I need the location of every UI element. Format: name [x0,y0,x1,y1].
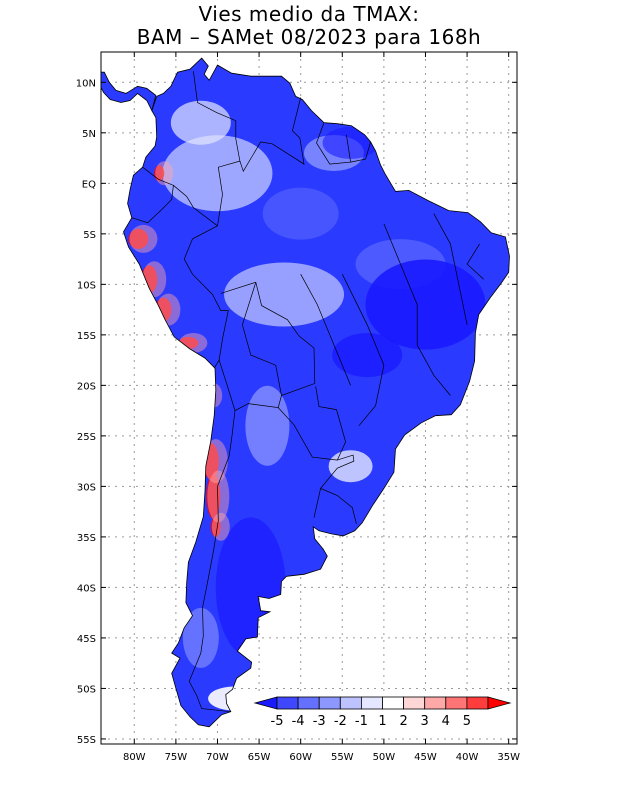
border-line [313,487,357,524]
lat-label: 10S [77,280,96,291]
lat-label: 10N [76,78,96,89]
lat-label: 30S [77,482,96,493]
colorbar-legend: -5 -4 -3 -2 -1 1 2 3 4 5 [253,695,512,735]
lat-label: 35S [77,533,96,544]
lat-label: 50S [77,684,96,695]
border-line [300,274,351,386]
warm-bias-patch [155,161,174,186]
colorbar-swatch [445,696,468,710]
colorbar-label: 2 [399,714,407,729]
border-line [277,386,346,461]
bias-patch [332,333,403,378]
country-borders [131,71,484,713]
border-line [466,243,484,280]
border-line [320,454,355,489]
border-line [131,166,174,224]
colorbar-label: 4 [442,714,450,729]
map-title-line2: BAM – SAMet 08/2023 para 168h [136,25,482,49]
border-line [350,141,371,163]
bias-patch [170,100,231,145]
warm-bias-patch [211,512,230,541]
lon-label: 35W [497,752,520,763]
lat-label: 55S [77,735,96,746]
colorbar-label: -3 [313,714,326,729]
colorbar-label: -1 [355,714,368,729]
colorbar-swatch [339,696,362,710]
colorbar-swatch [318,696,341,710]
lon-label: 65W [248,752,271,763]
latitude-labels: 10N 5N EQ 5S 10S 15S 20S 25S 30S 35S 40S 45S 50S 55S [76,78,96,746]
border-line [316,122,352,165]
bias-patch [162,135,273,212]
map-title-line1: Vies medio da TMAX: [198,2,420,26]
longitude-labels: 80W 75W 70W 65W 60W 55W 50W 45W 40W 35W [123,752,520,763]
lat-label: 20S [77,381,96,392]
colorbar-label: 5 [463,714,471,729]
lat-label: 15S [77,331,96,342]
border-line [193,71,241,226]
lon-label: 40W [456,752,479,763]
border-line [173,185,229,369]
colorbar-swatch [276,696,299,710]
border-line [188,410,236,713]
colorbar-label: 1 [378,714,386,729]
colorbar-label: -2 [334,714,347,729]
border-line [239,97,305,173]
bias-patch [224,262,345,327]
colorbar-swatch [360,696,383,710]
lon-label: 75W [165,752,188,763]
warm-bias-patch [154,165,165,182]
lat-label: 5S [83,230,96,241]
colorbar-label: -4 [292,714,305,729]
colorbar-label: -5 [271,714,284,729]
south-america-landmass [101,58,510,727]
bias-patch [262,187,339,240]
warm-bias-patch [207,470,230,523]
coastline [101,57,510,728]
bias-patch [365,259,486,350]
colorbar-label: 3 [421,714,429,729]
lat-label: EQ [82,179,96,190]
lat-label: 45S [77,634,96,645]
warm-bias-patch [206,474,221,519]
colorbar-swatch [424,696,447,710]
lat-label: 25S [77,432,96,443]
lon-label: 70W [206,752,229,763]
warm-bias-patch [203,439,228,484]
border-line [341,274,385,427]
colorbar-max-arrow [487,696,512,710]
lon-label: 80W [123,752,146,763]
axis-ticks [101,52,517,744]
lon-label: 60W [289,752,312,763]
colorbar-swatch [466,696,489,710]
colorbar-swatch [403,696,426,710]
lat-label: 40S [77,583,96,594]
bias-patch [182,607,219,668]
lon-label: 50W [373,752,396,763]
border-line [433,213,468,325]
warm-bias-patch [129,224,158,253]
bias-patch [245,385,290,466]
warm-bias-patch [128,228,149,249]
lon-label: 45W [414,752,437,763]
bias-patch [328,450,373,483]
border-line [383,223,451,396]
lat-label: 5N [82,129,96,140]
colorbar-swatch [382,696,405,710]
lon-label: 55W [331,752,354,763]
colorbar-swatch [297,696,320,710]
border-line [242,282,282,396]
